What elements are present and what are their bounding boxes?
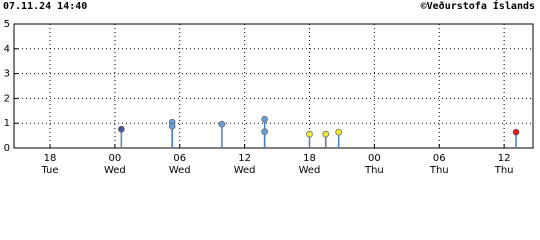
- x-tick-label: 12: [498, 153, 511, 164]
- y-tick-label: 4: [4, 44, 10, 55]
- x-tick-label: 00: [368, 153, 381, 164]
- x-tick-label: 00: [109, 153, 122, 164]
- x-tick-day: Wed: [234, 165, 256, 175]
- chart: 07.11.24 14:40 ©Veðurstofa Íslands 01234…: [3, 0, 535, 175]
- y-tick-label: 3: [4, 69, 10, 80]
- x-tick-day: Wed: [299, 165, 321, 175]
- y-tick-label: 5: [4, 19, 10, 30]
- x-tick-label: 06: [173, 153, 186, 164]
- plot-frame: [13, 23, 534, 149]
- x-tick-label: 12: [238, 153, 251, 164]
- x-tick-day: Thu: [429, 165, 449, 175]
- x-tick-label: 18: [44, 153, 57, 164]
- credit: ©Veðurstofa Íslands: [421, 0, 535, 12]
- x-tick-label: 18: [303, 153, 316, 164]
- x-tick-day: Thu: [364, 165, 384, 175]
- y-tick-label: 1: [4, 118, 10, 129]
- x-tick-day: Thu: [494, 165, 514, 175]
- x-tick-day: Wed: [169, 165, 191, 175]
- quake-point: [322, 130, 330, 138]
- quake-point: [118, 125, 125, 133]
- quake-point: [261, 128, 268, 135]
- quake-point: [335, 128, 342, 136]
- quake-point: [512, 128, 520, 136]
- quake-point: [306, 130, 313, 138]
- x-tick-day: Tue: [40, 165, 58, 175]
- quake-point: [168, 122, 176, 130]
- y-tick-label: 2: [4, 93, 10, 104]
- x-tick-day: Wed: [104, 165, 126, 175]
- x-tick-label: 06: [433, 153, 446, 164]
- y-tick-label: 0: [4, 143, 10, 154]
- quake-point: [218, 120, 226, 128]
- quake-point: [261, 115, 268, 123]
- timestamp: 07.11.24 14:40: [3, 1, 87, 12]
